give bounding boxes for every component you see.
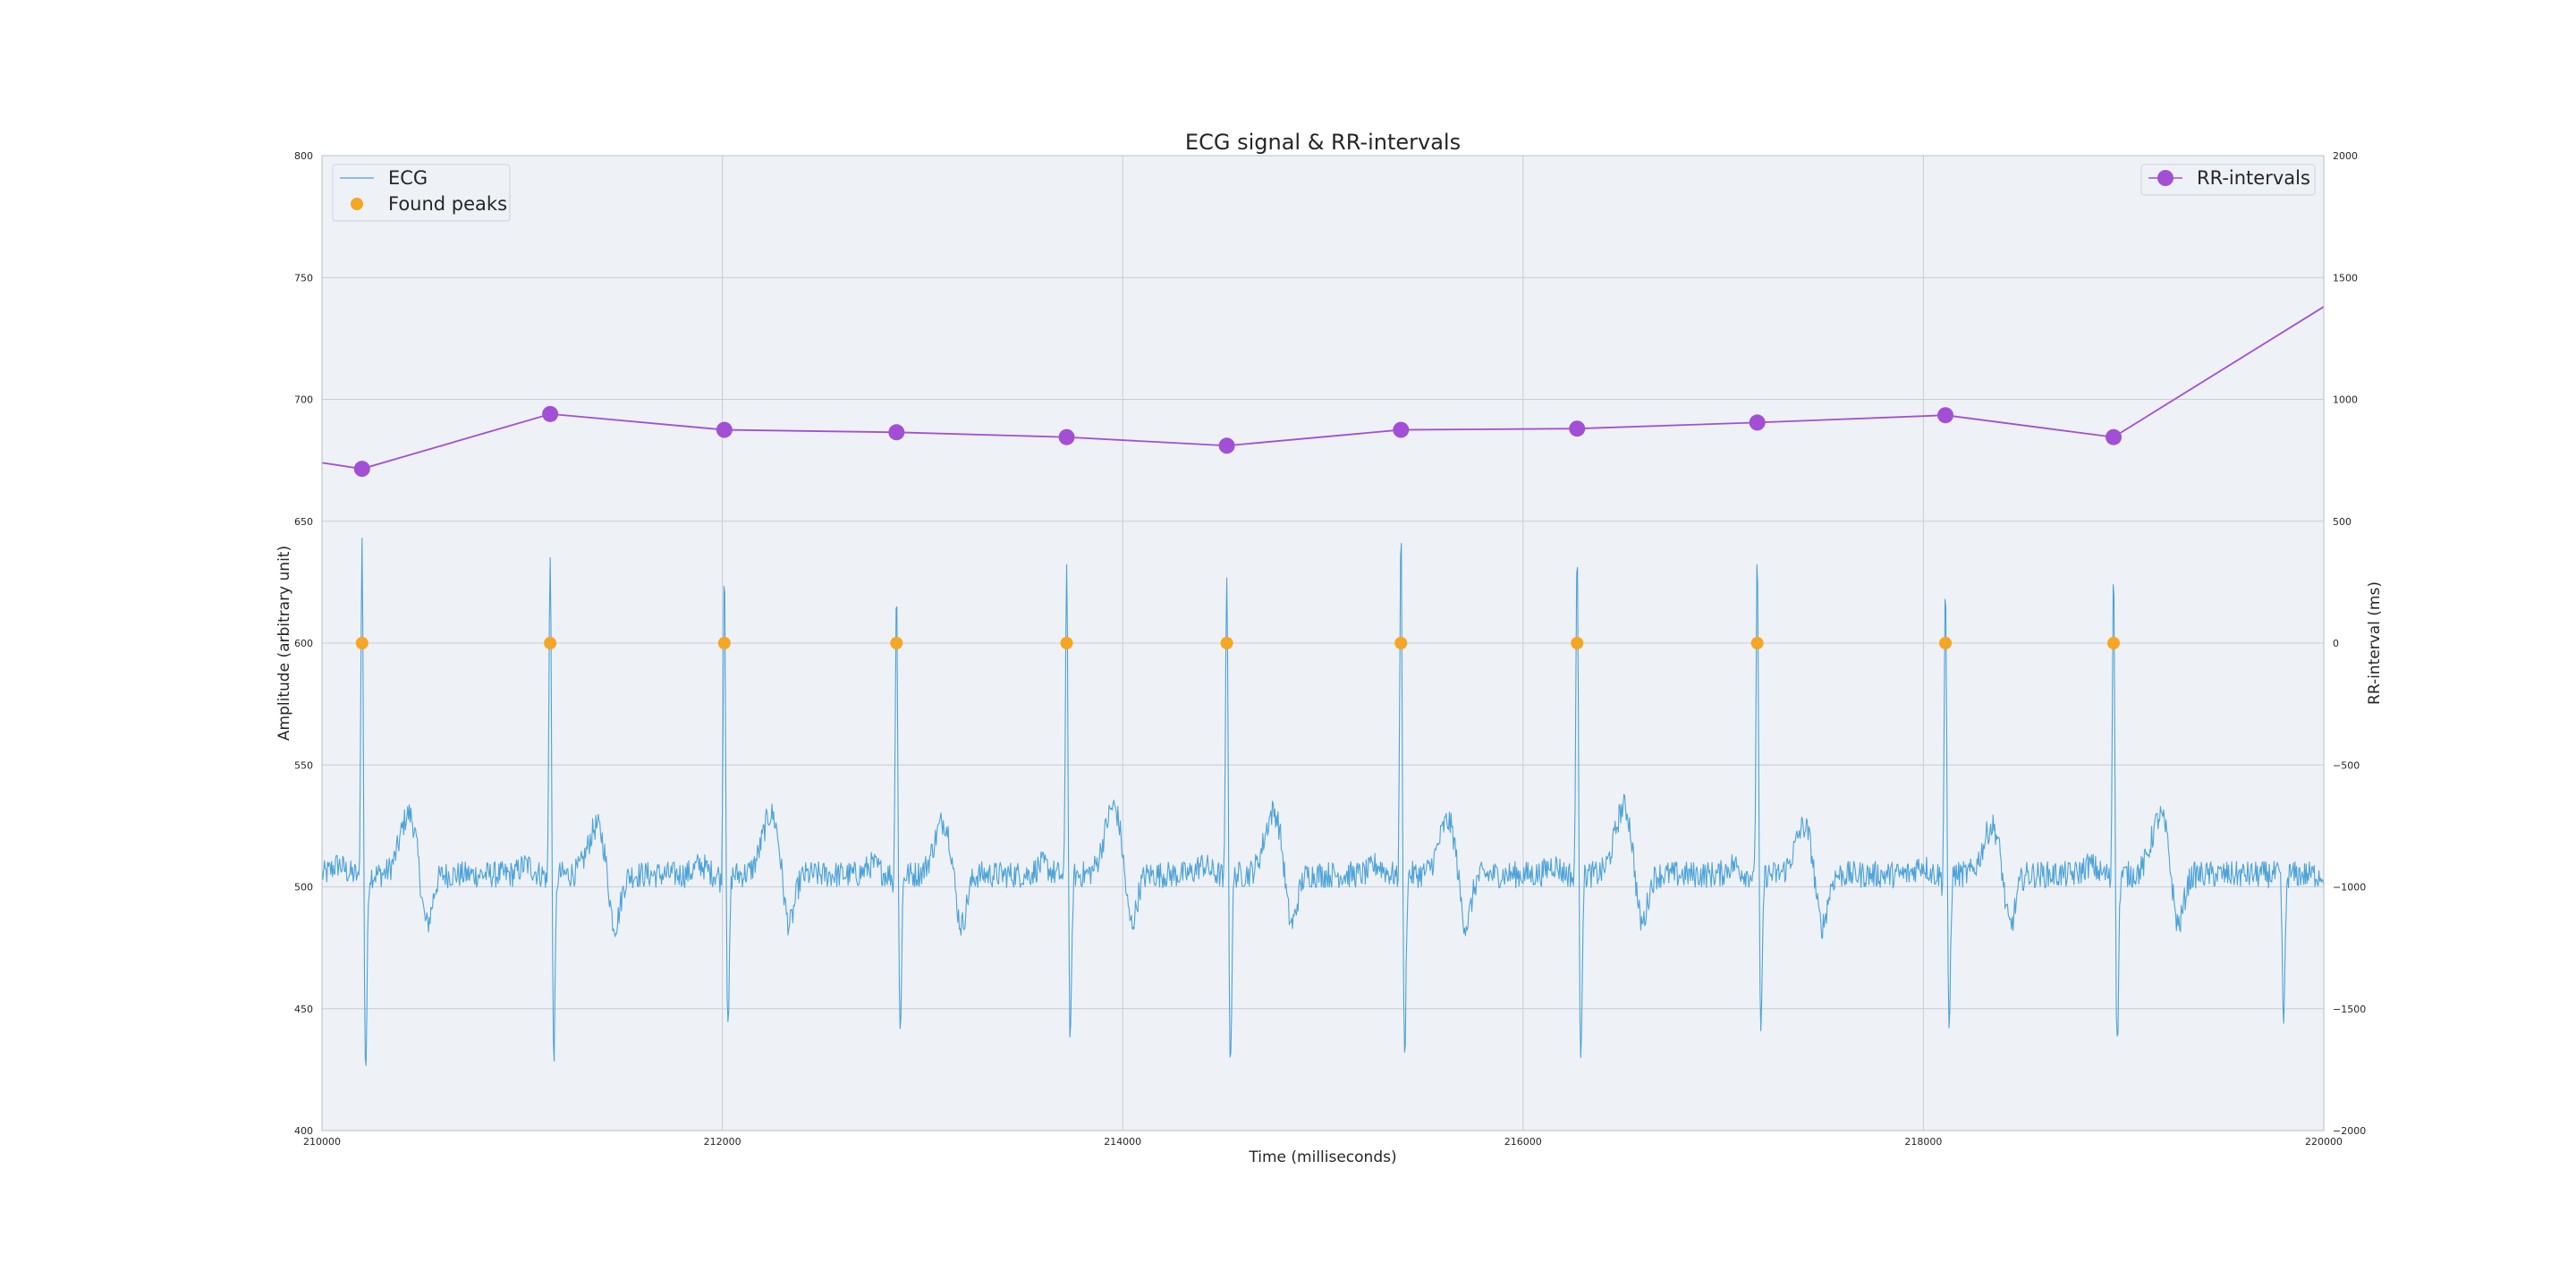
legend-found-peaks-swatch	[351, 198, 363, 210]
y-tick-label: 800	[294, 150, 313, 162]
x-tick-label: 212000	[704, 1136, 741, 1148]
found-peak-marker	[1060, 637, 1073, 649]
legend-rr-swatch-marker	[2157, 170, 2174, 186]
x-tick-label: 218000	[1904, 1136, 1942, 1148]
found-peak-marker	[1750, 637, 1764, 649]
legend-right: RR-intervals	[2140, 164, 2316, 196]
rr-interval-marker	[1569, 420, 1586, 437]
rr-interval-marker	[1937, 407, 1954, 424]
x-tick-label: 210000	[303, 1136, 341, 1148]
rr-interval-marker	[1393, 421, 1410, 438]
found-peak-marker	[1571, 637, 1584, 649]
found-peak-marker	[2107, 637, 2121, 649]
rr-interval-marker	[353, 461, 370, 478]
y-right-tick-label: 500	[2333, 516, 2351, 528]
y-right-tick-label: −1500	[2333, 1004, 2366, 1015]
found-peak-marker	[355, 637, 369, 649]
y-right-tick-label: −500	[2333, 759, 2360, 771]
rr-interval-marker	[1749, 414, 1766, 431]
found-peak-marker	[544, 637, 557, 649]
x-tick-label: 214000	[1104, 1136, 1141, 1148]
found-peak-marker	[1939, 637, 1953, 649]
rr-interval-marker	[1218, 437, 1235, 454]
rr-interval-marker	[1058, 428, 1075, 445]
y-tick-label: 550	[294, 759, 313, 771]
series-layer	[321, 306, 2325, 1066]
legend-right-box	[2140, 164, 2316, 196]
rr-interval-marker	[2106, 428, 2123, 445]
legend-left: ECG Found peaks	[332, 164, 511, 222]
ecg-signal-line	[321, 538, 2325, 1066]
y-tick-label: 450	[294, 1004, 313, 1015]
y-tick-label: 500	[294, 882, 313, 894]
y-right-tick-label: 2000	[2333, 150, 2358, 162]
rr-interval-marker	[542, 405, 559, 422]
legend-found-peaks-label: Found peaks	[388, 193, 507, 215]
x-axis-label: Time (milliseconds)	[1248, 1148, 1396, 1166]
found-peak-marker	[717, 637, 731, 649]
found-peak-marker	[890, 637, 903, 649]
y-tick-label: 750	[294, 272, 313, 284]
tick-labels: 400 450 500 550 600 650 700 750 800 210000 212000 2…	[294, 150, 2366, 1148]
y-axis-label: Amplitude (arbitrary unit)	[275, 546, 293, 741]
y-tick-label: 650	[294, 516, 313, 528]
legend-left-box	[332, 164, 511, 222]
legend-ecg-label: ECG	[388, 167, 428, 189]
y-tick-label: 400	[294, 1125, 313, 1137]
y-right-tick-label: 1000	[2333, 394, 2358, 406]
y-tick-label: 600	[294, 638, 313, 649]
y-right-tick-label: −1000	[2333, 882, 2366, 894]
plot-frame	[321, 155, 2325, 1131]
y-tick-label: 700	[294, 394, 313, 406]
rr-interval-marker	[888, 424, 905, 441]
found-peak-marker	[1394, 637, 1408, 649]
y-right-tick-label: −2000	[2333, 1125, 2366, 1137]
legend-rr-label: RR-intervals	[2197, 167, 2310, 189]
found-peak-marker	[1220, 637, 1233, 649]
y-right-tick-label: 0	[2333, 638, 2339, 649]
y-right-axis-label: RR-interval (ms)	[2366, 581, 2384, 705]
y-right-tick-label: 1500	[2333, 272, 2358, 284]
x-tick-label: 216000	[1504, 1136, 1542, 1148]
chart-title: ECG signal & RR-intervals	[1185, 130, 1461, 155]
rr-interval-marker	[716, 421, 733, 438]
x-tick-label: 220000	[2305, 1136, 2343, 1148]
